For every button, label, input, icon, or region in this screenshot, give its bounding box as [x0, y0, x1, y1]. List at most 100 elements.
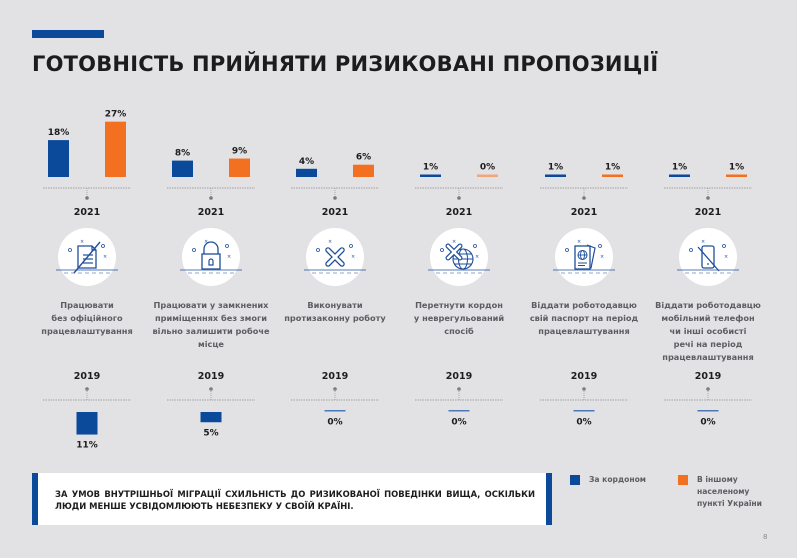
svg-text:×: × [600, 254, 604, 260]
icon-circle: × × [677, 228, 739, 286]
page-number: 8 [763, 533, 768, 541]
document-crossed-icon: ×× [56, 239, 118, 274]
caption-line: Віддати роботодавцю [655, 300, 761, 310]
caption-line: працевлаштування [538, 326, 630, 336]
bar-2021-abroad [172, 160, 193, 177]
svg-text:×: × [475, 254, 479, 260]
year-label-2019: 2019 [571, 371, 597, 382]
bar-value-label: 1% [548, 163, 563, 173]
year-label-2021: 2021 [446, 207, 472, 218]
bar-value-label: 6% [356, 153, 371, 163]
passport-icon: ×× [553, 239, 615, 274]
svg-text:×: × [724, 254, 728, 260]
bar-2019-abroad [200, 412, 222, 423]
caption-line: вільно залишити робоче місце [152, 326, 270, 349]
bar-2021-ukraine [602, 174, 623, 177]
icon-circle: × × [180, 228, 242, 286]
caption-line: Перетнути кордон [415, 300, 503, 310]
icon-circle: × × [56, 228, 118, 286]
caption-line: без офіційного [51, 313, 123, 323]
bar-2021-abroad [296, 168, 317, 177]
legend-label: В іншому населеному пункті України [697, 474, 762, 510]
bar-2021-abroad [48, 140, 69, 177]
bar-2019-abroad [697, 410, 719, 412]
bar-value-label: 1% [729, 163, 744, 173]
year-label-2021: 2021 [74, 207, 100, 218]
bar-value-label: 0% [451, 418, 466, 428]
risk-readiness-chart: 18% 27% 2021 2019 11% 8% 9% 2021 2019 5% 4% 6% 2021 2… [43, 110, 752, 451]
caption-line: Працювати [60, 300, 114, 310]
svg-text:×: × [103, 254, 107, 260]
bar-value-label: 27% [105, 110, 127, 120]
caption-line: чи інші особисті [669, 326, 747, 336]
bar-2021-ukraine [229, 158, 250, 177]
bar-value-label: 11% [76, 441, 98, 451]
year-label-2019: 2019 [695, 371, 721, 382]
svg-text:×: × [351, 254, 355, 260]
svg-text:×: × [701, 239, 705, 245]
caption-line: протизаконну роботу [284, 313, 386, 323]
year-label-2019: 2019 [446, 371, 472, 382]
axis-dot [85, 196, 89, 200]
icon-circle: × × [553, 228, 615, 286]
conclusion-text: ЗА УМОВ ВНУТРІШНЬОЇ МІГРАЦІЇ СХИЛЬНІСТЬ … [55, 489, 535, 511]
svg-text:×: × [204, 239, 208, 245]
svg-text:×: × [577, 239, 581, 245]
svg-text:×: × [328, 239, 332, 245]
caption-line: приміщеннях без змоги [154, 313, 268, 323]
bar-value-label: 1% [605, 163, 620, 173]
bar-2021-abroad [545, 174, 566, 177]
bar-2021-ukraine [477, 174, 498, 177]
year-label-2019: 2019 [198, 371, 224, 382]
axis-dot [706, 196, 710, 200]
year-label-2021: 2021 [198, 207, 224, 218]
legend-label-line: населеному [697, 487, 750, 496]
category-caption: Віддати роботодавцю свій паспорт на періо… [519, 299, 649, 338]
bar-2021-abroad [420, 174, 441, 177]
bar-value-label: 0% [576, 418, 591, 428]
bar-value-label: 0% [700, 418, 715, 428]
axis-dot [457, 196, 461, 200]
category-caption: Віддати роботодавцю мобільний телефон чи і… [643, 299, 773, 364]
category-caption: Виконувати протизаконну роботу [270, 299, 400, 325]
legend-label-line: В іншому [697, 475, 738, 484]
bar-value-label: 4% [299, 157, 314, 167]
year-label-2021: 2021 [322, 207, 348, 218]
bar-value-label: 9% [232, 147, 247, 157]
bar-2021-ukraine [105, 121, 126, 177]
icon-circle: × × [428, 228, 490, 286]
caption-line: Віддати роботодавцю [531, 300, 637, 310]
bar-2021-ukraine [353, 164, 374, 177]
year-label-2019: 2019 [322, 371, 348, 382]
caption-line: працевлаштування [41, 326, 133, 336]
bar-2021-abroad [669, 174, 690, 177]
axis-dot [333, 196, 337, 200]
axis-dot [209, 196, 213, 200]
bar-2019-abroad [448, 410, 470, 412]
legend-label-line: пункті України [697, 499, 762, 508]
bar-value-label: 0% [327, 418, 342, 428]
page-title: ГОТОВНІСТЬ ПРИЙНЯТИ РИЗИКОВАНІ ПРОПОЗИЦІ… [32, 52, 659, 76]
year-label-2021: 2021 [695, 207, 721, 218]
legend-swatch [678, 475, 688, 485]
bar-value-label: 1% [423, 163, 438, 173]
caption-line: спосіб [444, 326, 474, 336]
caption-line: мобільний телефон [661, 313, 755, 323]
svg-text:×: × [80, 239, 84, 245]
legend-swatch [570, 475, 580, 485]
svg-text:×: × [452, 239, 456, 245]
padlock-icon: ×× [180, 239, 242, 274]
bar-2019-abroad [76, 412, 98, 435]
bar-2021-ukraine [726, 174, 747, 177]
bar-2019-abroad [573, 410, 595, 412]
axis-dot [582, 196, 586, 200]
caption-line: Працювати у замкнених [153, 300, 269, 310]
bar-value-label: 8% [175, 149, 190, 159]
caption-line: у неврегульований [413, 313, 505, 323]
bar-value-label: 1% [672, 163, 687, 173]
legend-label-line: За кордоном [589, 475, 646, 484]
bar-value-label: 18% [48, 128, 70, 138]
bar-value-label: 5% [203, 428, 218, 438]
legend-label: За кордоном [589, 474, 646, 486]
bar-2019-abroad [324, 410, 346, 412]
